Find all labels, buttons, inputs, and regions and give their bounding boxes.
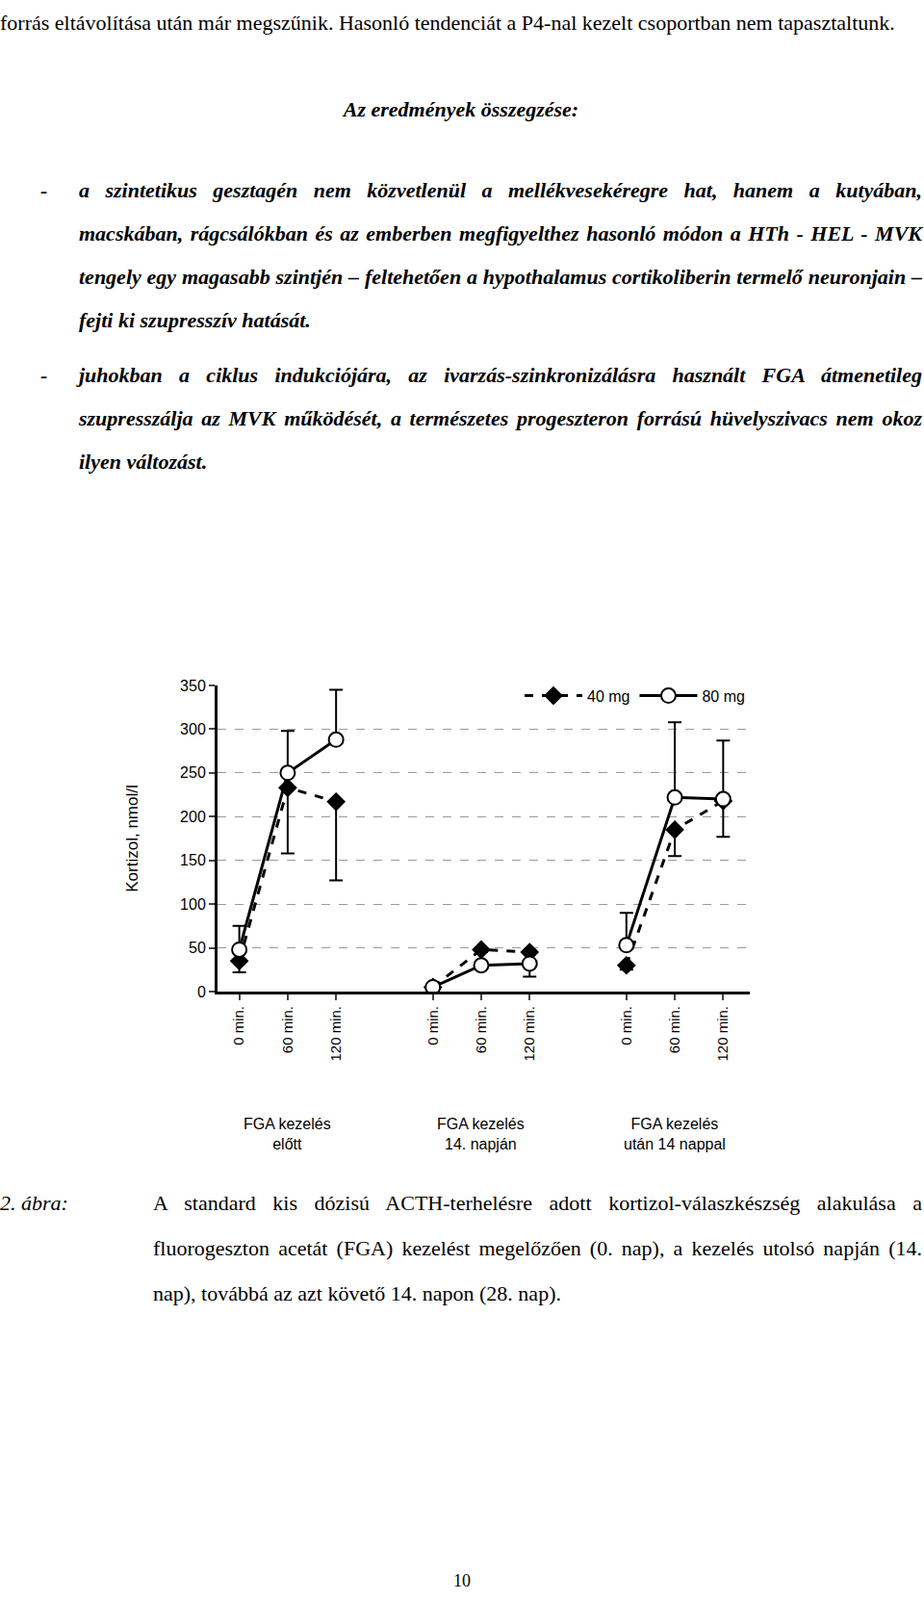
html-text:A standard kis dózisú ACTH-ter: A standard kis dózisú ACTH-terhelésre ad… bbox=[153, 1190, 923, 1306]
html-text:a szintetikus gesztagén nem kö: a szintetikus gesztagén nem közvetlenül … bbox=[78, 178, 923, 333]
svg-text:0 min.: 0 min. bbox=[230, 1005, 247, 1046]
svg-text:120 min.: 120 min. bbox=[520, 1005, 538, 1062]
svg-text:120 min.: 120 min. bbox=[327, 1005, 344, 1062]
html-text:juhokban a ciklus indukciójára: juhokban a ciklus indukciójára, az ivarz… bbox=[78, 362, 923, 474]
svg-text:350: 350 bbox=[179, 677, 206, 694]
svg-text:60 min.: 60 min. bbox=[279, 1005, 296, 1053]
svg-text:120 min.: 120 min. bbox=[714, 1005, 731, 1062]
svg-text:FGA kezelés14. napján: FGA kezelés14. napján bbox=[436, 1115, 525, 1153]
svg-text:80 mg: 80 mg bbox=[701, 688, 745, 705]
html-text:forrás eltávolítása után már m: forrás eltávolítása után már megszűnik. … bbox=[0, 10, 895, 35]
svg-text:50: 50 bbox=[188, 939, 206, 956]
svg-text:0 min.: 0 min. bbox=[617, 1005, 635, 1046]
html-text:Az eredmények összegzése:: Az eredmények összegzése: bbox=[343, 97, 579, 122]
svg-text:FGA kezelésután 14 nappal: FGA kezelésután 14 nappal bbox=[623, 1115, 726, 1153]
svg-text:Kortizol, nmol/l: Kortizol, nmol/l bbox=[123, 784, 142, 892]
svg-text:40 mg: 40 mg bbox=[587, 688, 630, 705]
svg-text:0 min.: 0 min. bbox=[424, 1005, 441, 1046]
html-text:2. ábra:: 2. ábra: bbox=[0, 1190, 69, 1215]
svg-text:250: 250 bbox=[179, 764, 206, 781]
svg-text:FGA kezeléselőtt: FGA kezeléselőtt bbox=[243, 1115, 332, 1153]
svg-text:60 min.: 60 min. bbox=[472, 1005, 489, 1053]
svg-text:60 min.: 60 min. bbox=[666, 1005, 683, 1053]
svg-text:150: 150 bbox=[179, 851, 206, 869]
svg-text:0: 0 bbox=[197, 983, 206, 1001]
svg-text:300: 300 bbox=[179, 720, 206, 738]
svg-text:200: 200 bbox=[179, 808, 206, 825]
svg-text:100: 100 bbox=[179, 896, 206, 913]
html-text:10: 10 bbox=[453, 1570, 471, 1591]
